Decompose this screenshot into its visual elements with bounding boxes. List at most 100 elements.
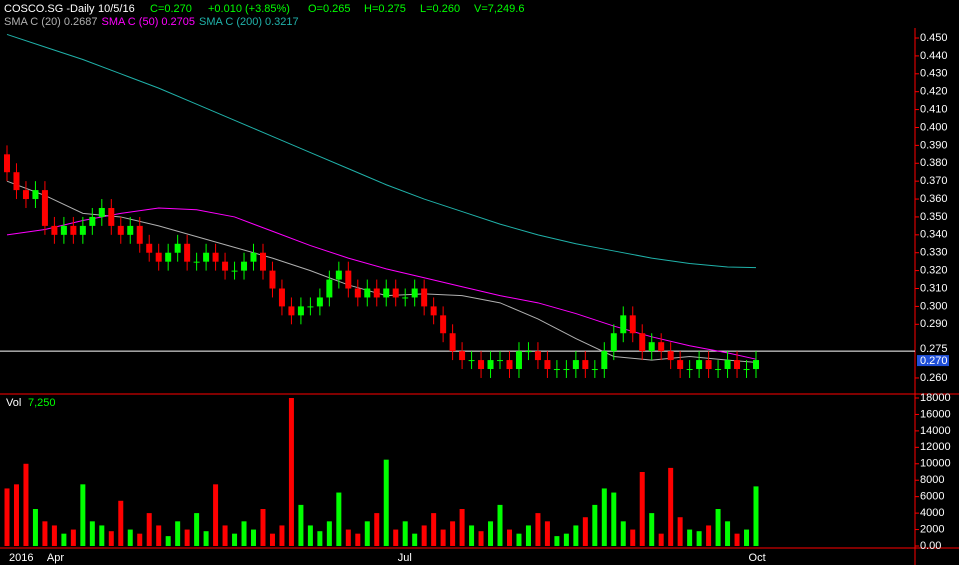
volume-bar — [431, 513, 437, 546]
volume-bar — [32, 509, 38, 546]
volume-bar — [744, 529, 750, 546]
y-tick-label: 12000 — [920, 441, 951, 453]
y-tick-label: 0.400 — [920, 121, 948, 133]
volume-bar — [601, 488, 607, 546]
candle-body — [705, 360, 712, 370]
candle-body — [487, 360, 494, 370]
volume-bar — [753, 486, 759, 546]
candle-body — [259, 252, 266, 271]
volume-bar — [184, 529, 190, 546]
y-tick-label: 0.390 — [920, 139, 948, 151]
volume-bar — [80, 484, 86, 546]
volume-bar — [251, 529, 257, 546]
volume-bar — [127, 529, 133, 546]
volume-bar — [734, 533, 740, 546]
volume-bar — [288, 398, 294, 546]
legend-value: 0.3217 — [265, 16, 299, 28]
volume-bar — [260, 509, 266, 546]
candle-body — [278, 288, 285, 307]
candle-body — [297, 306, 304, 316]
candle-body — [553, 369, 560, 371]
candle-body — [421, 288, 428, 307]
volume-bar — [203, 531, 209, 546]
volume-bar — [13, 484, 19, 546]
candle-body — [127, 225, 134, 235]
candle-body — [89, 216, 96, 226]
candle-body — [250, 252, 257, 262]
volume-bar — [658, 533, 664, 546]
volume-bar — [222, 525, 228, 546]
y-tick-label: 0.00 — [920, 540, 941, 552]
y-tick-label: 2000 — [920, 523, 944, 535]
volume-bar — [42, 521, 48, 546]
candle-body — [639, 333, 646, 352]
candle-body — [620, 315, 627, 334]
candle-body — [326, 279, 333, 298]
y-tick-label: 0.360 — [920, 193, 948, 205]
candle-body — [79, 225, 86, 235]
high: H=0.275 — [364, 3, 406, 15]
volume-bar — [516, 533, 522, 546]
candle-body — [658, 342, 665, 352]
candle-body — [743, 369, 750, 371]
volume-bar — [630, 529, 636, 546]
candle-body — [4, 154, 10, 173]
candle-body — [734, 360, 741, 370]
volume-bar — [364, 521, 370, 546]
volume-bar — [592, 504, 598, 546]
candle-body — [392, 288, 399, 298]
volume-bar — [51, 525, 57, 546]
volume-bar — [696, 531, 702, 546]
volume-bar — [563, 533, 569, 546]
volume-bar — [118, 500, 124, 546]
volume-bar — [336, 492, 342, 546]
volume-bar — [70, 529, 76, 546]
volume-bar — [725, 521, 731, 546]
candle-body — [108, 207, 115, 226]
volume-bar — [506, 529, 512, 546]
candle-body — [677, 360, 684, 370]
volume-bar — [687, 529, 693, 546]
legend-name: SMA C (50) — [102, 16, 159, 28]
candle-body — [591, 369, 598, 371]
y-tick-label: 0.440 — [920, 50, 948, 62]
candle-body — [440, 315, 447, 334]
volume-bar — [677, 517, 683, 546]
volume-bar — [156, 525, 162, 546]
candle-body — [572, 360, 579, 370]
volume-bar — [108, 531, 114, 546]
volume-bar — [345, 529, 351, 546]
y-tick-label: 18000 — [920, 392, 951, 404]
volume-bar — [639, 472, 645, 546]
volume-bar — [393, 529, 399, 546]
volume-bar — [497, 504, 503, 546]
candle-body — [203, 252, 210, 262]
legend-value: 0.2705 — [161, 16, 195, 28]
open: O=0.265 — [308, 3, 351, 15]
volume-bar — [383, 459, 389, 546]
candle-body — [193, 261, 200, 263]
volume-bar — [450, 521, 456, 546]
volume-bar — [412, 533, 418, 546]
volume-bar — [326, 521, 332, 546]
volume-bar — [23, 463, 29, 546]
volume-bar — [232, 533, 238, 546]
y-tick-label: 0.290 — [920, 318, 948, 330]
volume-bar — [355, 533, 361, 546]
y-tick-label: 0.310 — [920, 282, 948, 294]
candle-body — [98, 207, 105, 217]
candle-body — [222, 261, 229, 271]
candle-body — [155, 252, 162, 262]
candle-body — [724, 360, 731, 370]
candle-body — [60, 225, 67, 235]
candle-body — [316, 297, 323, 307]
x-tick-label: Jul — [398, 552, 412, 564]
candle-body — [364, 288, 371, 298]
y-tick-label: 10000 — [920, 458, 951, 470]
candle-body — [22, 190, 29, 200]
candle-body — [212, 252, 219, 262]
sma-line — [6, 33, 757, 269]
candle-body — [383, 288, 390, 298]
volume-bar — [307, 525, 313, 546]
volume-value: 7,250 — [28, 397, 56, 409]
